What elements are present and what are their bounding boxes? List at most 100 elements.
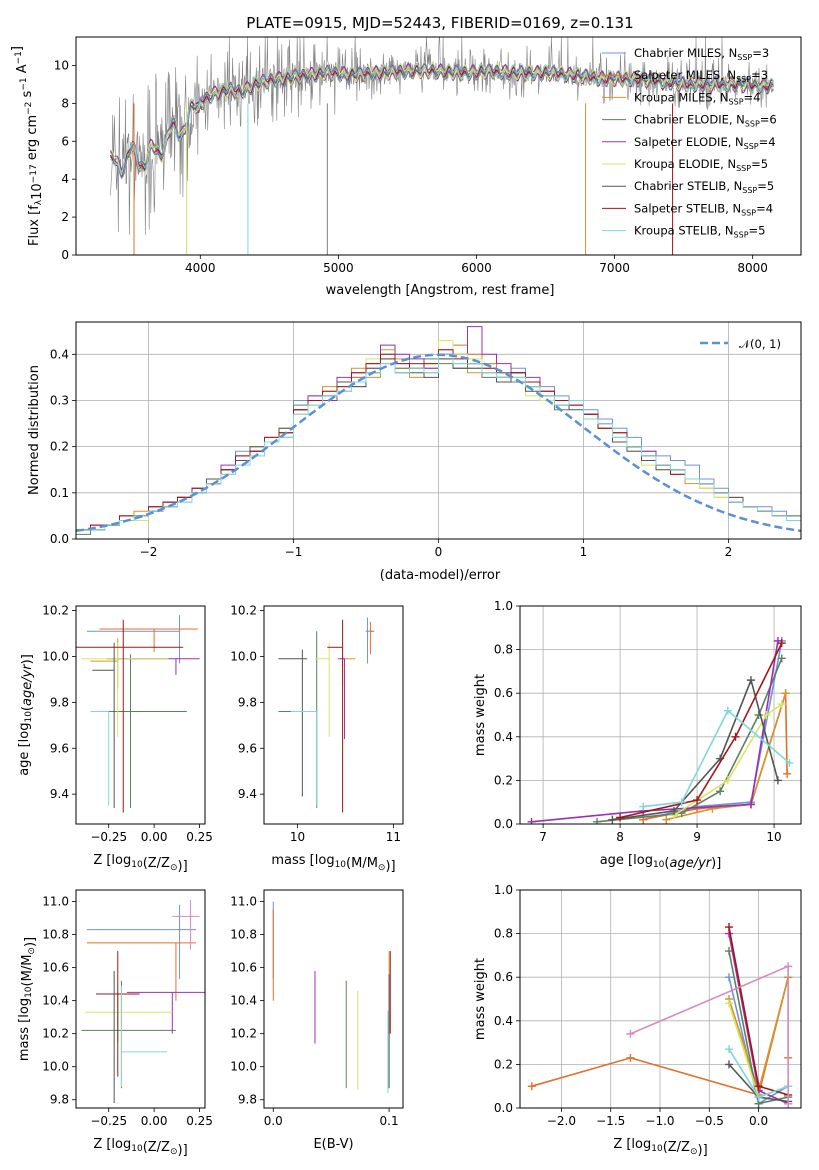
x-tick-label: −1.0 xyxy=(645,1114,674,1128)
y-tick-label: 0.4 xyxy=(50,347,69,361)
weight-point-marker xyxy=(725,1045,734,1054)
age-vs-mass-panel: 10 11 9.4 9.6 9.8 10.0 10.2 mass [log10(M/M⊙)] xyxy=(230,604,404,874)
y-tick-label: 0.4 xyxy=(494,730,513,744)
weight-point-marker xyxy=(669,806,678,815)
weight-point-marker xyxy=(754,1093,763,1102)
axes-frame xyxy=(75,321,802,540)
age-vs-mass-x-label: mass [log10(M/M⊙)] xyxy=(271,853,395,874)
plot-area xyxy=(278,617,375,813)
weight-point-marker xyxy=(777,639,786,648)
y-tick-label: 9.8 xyxy=(238,695,257,709)
x-tick-label: −2 xyxy=(140,545,158,559)
axes-frame xyxy=(75,889,206,1109)
normal-distribution-curve xyxy=(76,353,801,533)
y-tick-label: 1.0 xyxy=(494,883,513,897)
spectrum-legend: Chabrier MILES, NSSP=3 Salpeter MILES, NS… xyxy=(602,46,777,240)
spectrum-x-label: wavelength [Angstrom, rest frame] xyxy=(326,283,555,298)
spectrum-y-label: Flux [fλ10−17 erg cm−2 s−1 A−1] xyxy=(10,46,45,246)
weight-point-marker xyxy=(592,817,601,824)
plot-area xyxy=(76,326,801,535)
y-tick-label: 2 xyxy=(61,210,69,224)
axes-frame xyxy=(75,605,206,825)
y-tick-label: 10.6 xyxy=(42,961,69,975)
weight-series-4 xyxy=(531,640,779,823)
weight-vs-metallicity-y-label: mass weight xyxy=(473,958,488,1040)
x-tick-label: −0.5 xyxy=(695,1114,724,1128)
y-tick-label: 0.6 xyxy=(494,970,513,984)
weight-point-marker xyxy=(723,706,732,715)
spectrum-panel: PLATE=0915, MJD=52443, FIBERID=0169, z=0… xyxy=(10,14,802,298)
y-tick-label: 0 xyxy=(61,248,69,262)
y-tick-label: 0.4 xyxy=(494,1014,513,1028)
axes-frame xyxy=(519,889,802,1109)
x-tick-label: −1 xyxy=(285,545,303,559)
mass-vs-extinction-panel: 0.0 0.1 9.8 10.0 10.2 10.4 10.6 10.8 11.0 E(B-V) xyxy=(230,889,404,1152)
y-tick-label: 10.8 xyxy=(42,928,69,942)
weight-point-marker xyxy=(762,711,771,719)
x-tick-label: 4000 xyxy=(185,261,216,275)
plot-area xyxy=(272,901,391,1094)
weight-point-marker xyxy=(777,654,786,663)
legend-entry: Kroupa ELODIE, NSSP=5 xyxy=(634,157,768,173)
y-tick-label: 10.2 xyxy=(42,1027,69,1041)
y-tick-label: 10.0 xyxy=(230,649,257,663)
weight-point-marker xyxy=(527,817,536,824)
y-tick-label: 10.8 xyxy=(230,928,257,942)
y-tick-label: 9.4 xyxy=(238,787,257,801)
mass-vs-metallicity-panel: −0.25 0.00 0.25 9.8 10.0 10.2 10.4 10.6 10.8 11.0… xyxy=(17,889,213,1158)
weight-series-7 xyxy=(619,642,783,819)
y-tick-label: 10.4 xyxy=(42,994,69,1008)
y-tick-label: 9.4 xyxy=(50,787,69,801)
weight-series-2 xyxy=(666,692,787,821)
weight-point-marker xyxy=(677,798,686,807)
weight-point-marker xyxy=(662,815,671,824)
y-tick-label: 1.0 xyxy=(494,599,513,613)
weight-vs-metallicity-panel: −2.0 −1.5 −1.0 −0.5 0.0 0.0 0.2 0.4 0.6 0.8 1.0 Z [… xyxy=(473,883,802,1158)
weight-point-marker xyxy=(693,804,702,813)
weight-vs-age-x-label: age [log10(age/yr)] xyxy=(600,853,722,871)
axes-frame xyxy=(263,605,404,825)
legend-entry: Chabrier ELODIE, NSSP=6 xyxy=(634,113,777,129)
residuals-legend: 𝒩(0, 1) xyxy=(700,337,781,351)
weight-point-marker xyxy=(616,813,625,822)
weight-point-marker xyxy=(608,815,617,824)
weight-point-marker xyxy=(693,796,702,805)
y-tick-label: 0.6 xyxy=(494,686,513,700)
histogram-series-8 xyxy=(76,353,801,531)
weight-point-marker xyxy=(639,802,648,811)
axes-frame xyxy=(263,889,404,1109)
x-tick-label: −1.5 xyxy=(596,1114,625,1128)
x-tick-label: 1 xyxy=(580,545,588,559)
weight-point-marker xyxy=(777,700,786,709)
x-tick-label: 0.00 xyxy=(141,830,168,844)
y-tick-label: 9.6 xyxy=(238,741,257,755)
x-tick-label: 8000 xyxy=(737,261,768,275)
weight-point-marker xyxy=(725,1060,734,1069)
residuals-panel: −2 −1 0 1 2 0.0 0.1 0.2 0.3 0.4 𝒩(0, 1) (data-mod… xyxy=(27,321,802,583)
mass-vs-metallicity-x-label: Z [log10(Z/Z⊙)] xyxy=(93,1137,187,1158)
weight-point-marker xyxy=(527,1082,536,1091)
y-tick-label: 0.2 xyxy=(494,773,513,787)
weight-vs-metallicity-x-label: Z [log10(Z/Z⊙)] xyxy=(613,1137,707,1158)
weight-point-marker xyxy=(754,1082,763,1091)
y-tick-label: 0.3 xyxy=(50,393,69,407)
y-tick-label: 0.0 xyxy=(494,1101,513,1115)
weight-point-marker xyxy=(754,711,763,719)
x-tick-label: 0.25 xyxy=(186,830,213,844)
y-tick-label: 0.0 xyxy=(50,532,69,546)
x-tick-label: −0.25 xyxy=(90,830,127,844)
weight-series-5 xyxy=(673,703,783,816)
y-tick-label: 0.8 xyxy=(494,927,513,941)
x-tick-label: 5000 xyxy=(323,261,354,275)
y-tick-label: 10.2 xyxy=(230,1027,257,1041)
residuals-y-label: Normed distribution xyxy=(27,365,42,495)
x-tick-label: 0.0 xyxy=(264,1114,283,1128)
mass-vs-metallicity-y-label: mass [log10(M/M⊙)] xyxy=(17,937,38,1061)
x-tick-label: 7 xyxy=(539,830,547,844)
weight-series-0 xyxy=(643,640,783,821)
weight-point-marker xyxy=(723,776,732,785)
x-tick-label: 6000 xyxy=(461,261,492,275)
y-tick-label: 10.6 xyxy=(230,961,257,975)
y-tick-label: 10.2 xyxy=(42,604,69,618)
